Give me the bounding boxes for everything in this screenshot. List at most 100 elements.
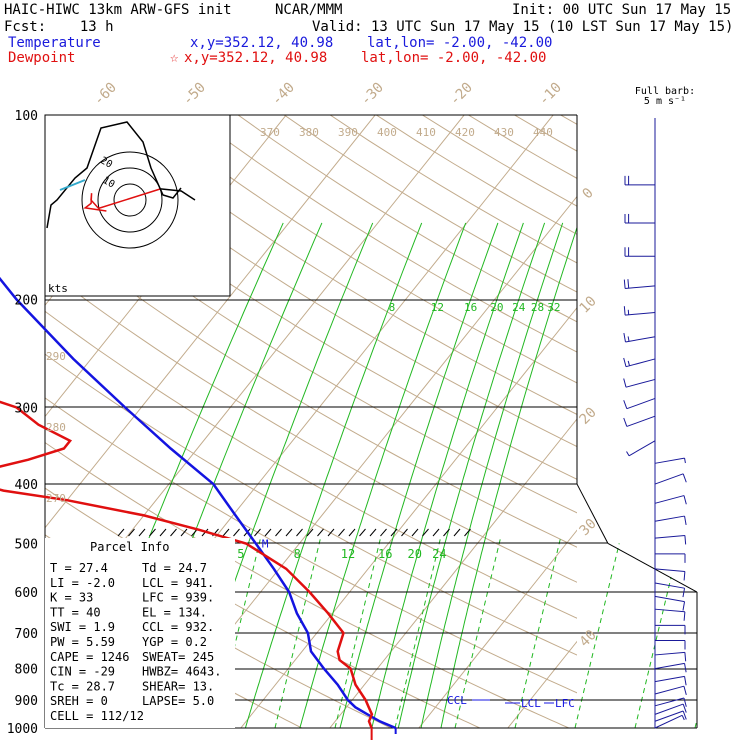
wind-barb-feather [623,279,626,289]
mixing-ratio-label: 12 [431,301,444,314]
parcel-info-row-left: CAPE = 1246 [50,650,129,664]
wind-barb-shaft [625,358,656,368]
parcel-info-row-right: LFC = 939. [142,591,214,605]
parcel-info-row-left: CIN = -29 [50,665,115,679]
wind-barb-feather [681,715,685,721]
temperature-location: x,y=352.12, 40.98 lat,lon= -2.00, -42.00 [190,35,553,51]
wind-barb [654,651,687,662]
wind-barb-feather [683,697,687,707]
pressure-tick-label: 900 [15,694,38,709]
level-tick [306,528,314,537]
pressure-tick-label: 600 [15,586,38,601]
hodograph-ring [81,151,179,249]
hodograph-ring [97,167,163,233]
wind-barb-feather [684,676,687,686]
dry-adiabat-line [45,441,570,728]
level-tick [348,528,356,537]
wind-barb-feather [684,515,687,526]
dry-adiabat-line [514,115,577,152]
moist-adiabat-line [454,536,502,728]
temperature-tick-label: -10 [536,80,565,109]
level-tick [390,528,398,537]
level-tick [254,528,261,537]
temperature-tick-label: -20 [447,80,476,109]
forecast-hour: Fcst: 13 h [4,19,114,35]
wind-barb [654,595,686,611]
pressure-tick-label: 300 [15,401,38,416]
parcel-info-background [45,538,235,728]
parcel-info-row-left: K = 33 [50,591,93,605]
moist-adiabat-line [514,536,562,728]
wind-barb [654,608,686,621]
wind-barb-feather [626,451,630,457]
dry-adiabat-line [45,186,577,514]
dry-adiabat-line [145,115,577,384]
wind-barb-feather [623,378,627,388]
isotherm-line [329,418,577,728]
dry-adiabat-line [45,146,577,480]
dewpoint-location: x,y=352.12, 40.98 lat,lon= -2.00, -42.00 [184,50,547,66]
mixing-ratio-line [244,222,423,728]
theta-label: 420 [455,126,475,139]
mixing-ratio-label: 16 [464,301,477,314]
level-tick [233,528,240,537]
wind-barb [624,175,655,186]
wind-barb-shaft [654,473,684,485]
wind-barb-shaft [654,662,685,670]
parcel-info-row-right: CCL = 932. [142,620,214,634]
pressure-tick-label: 500 [15,537,38,552]
wind-barb [623,378,656,388]
dry-adiabats [45,115,577,728]
theta-label: 410 [416,126,436,139]
theta-label: 400 [377,126,397,139]
wind-barb-feather [684,458,686,464]
barb-key-line1: Full barb: [635,86,695,97]
parcel-info-row-right: YGP = 0.2 [142,635,207,649]
level-tick [411,528,419,537]
isotherm-line [418,529,577,728]
level-tick [453,528,461,537]
wind-barb-shaft [625,285,656,289]
barb-key-line2: 5 m s⁻¹ [644,96,686,107]
melting-level-label: M [262,537,269,550]
dry-adiabat-line [45,268,577,583]
moist-adiabat-line [574,536,622,728]
lcl-label: LCL [521,697,541,710]
parcel-info-row-left: LI = -2.0 [50,576,115,590]
wind-barb-shaft [654,582,685,589]
wind-barb [623,397,656,410]
dry-adiabat-line [468,115,577,179]
temperature-tick-label: -60 [91,80,120,109]
parcel-info-row-left: TT = 40 [50,605,101,619]
moist-adiabat-line [274,536,322,728]
wind-barb-shaft [654,495,685,504]
wind-barb [654,675,687,686]
parcel-info-row-left: SREH = 0 [50,694,108,708]
wind-barb-shaft [654,703,684,715]
sounding-series: ELMCCLLCLLFC [0,276,575,740]
dry-adiabat-line [45,353,577,656]
dry-adiabat-line [376,115,577,235]
temperature-tick-label: 40 [577,627,600,650]
theta-label: 390 [338,126,358,139]
wind-barb [654,495,687,505]
wind-barb-feather [683,686,687,696]
hodograph-inset: 10 20 kts [44,114,231,297]
header: HAIC-HIWC 13km ARW-GFS init NCAR/MMM Ini… [0,0,740,70]
mixing-ratio-line [371,222,524,728]
parcel-info-box: Parcel Info T = 27.4 Td = 24.7 LI = -2.0 LCL… [45,538,235,728]
surface-wind-vector [59,179,86,191]
level-tick [327,528,335,537]
theta-label: 440 [533,126,553,139]
wind-barb [654,515,687,526]
mixing-ratio-line [397,222,546,728]
wind-barb-shaft [654,534,685,539]
wind-barb-feather [682,588,686,598]
level-tick [222,528,230,537]
level-tick [464,528,471,537]
wind-barb-shaft [628,440,656,457]
theta-label: 270 [46,492,66,505]
wind-barb [623,357,656,368]
wind-barb [623,306,656,316]
wind-barb [654,685,687,696]
